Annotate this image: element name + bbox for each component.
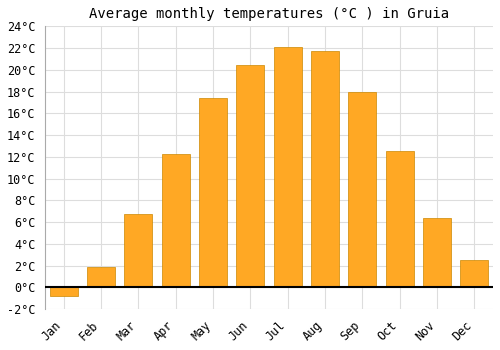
- Bar: [199, 98, 227, 287]
- Bar: [311, 51, 339, 287]
- Bar: [423, 218, 451, 287]
- Bar: [348, 92, 376, 287]
- Bar: [162, 154, 190, 287]
- Title: Average monthly temperatures (°C ) in Gruia: Average monthly temperatures (°C ) in Gr…: [89, 7, 449, 21]
- Bar: [50, 287, 78, 296]
- Bar: [236, 65, 264, 287]
- Bar: [274, 47, 302, 287]
- Bar: [124, 215, 152, 287]
- Bar: [87, 267, 115, 287]
- Bar: [386, 151, 413, 287]
- Bar: [460, 260, 488, 287]
